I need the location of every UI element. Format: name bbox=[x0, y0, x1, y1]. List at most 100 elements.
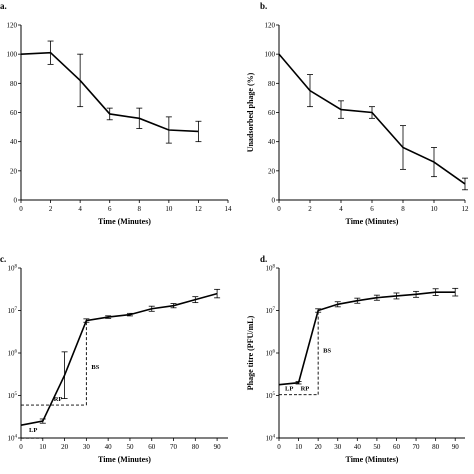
rp-label: RP bbox=[301, 386, 310, 393]
panel-label: a. bbox=[0, 1, 7, 11]
panel-label: b. bbox=[260, 1, 267, 11]
x-axis-title: Time (Minutes) bbox=[98, 217, 151, 226]
x-tick-label: 12 bbox=[462, 205, 470, 213]
y-tick-label: 107 bbox=[266, 307, 276, 315]
x-tick-label: 6 bbox=[370, 205, 374, 213]
y-tick-label: 100 bbox=[7, 51, 18, 59]
series-line bbox=[278, 53, 466, 185]
y-tick-label: 106 bbox=[8, 350, 18, 358]
x-tick-label: 60 bbox=[393, 443, 401, 451]
x-tick-label: 10 bbox=[39, 443, 47, 451]
chart-panel-d: d. 0 10 20 30 40 50 60 70 80 90 104 105 106 107 108 Time… bbox=[246, 254, 465, 464]
y-tick-label: 20 bbox=[268, 167, 276, 175]
y-tick-label: 106 bbox=[266, 350, 276, 358]
y-tick-label: 104 bbox=[266, 435, 276, 443]
y-tick-label: 105 bbox=[8, 392, 18, 400]
x-axis-title: Time (Minutes) bbox=[346, 455, 399, 464]
x-tick-label: 10 bbox=[431, 205, 439, 213]
x-tick-label: 20 bbox=[315, 443, 323, 451]
series-line bbox=[278, 291, 456, 386]
x-tick-label: 80 bbox=[432, 443, 440, 451]
y-tick-label: 108 bbox=[266, 265, 276, 273]
growth-annotations: LP RP BS bbox=[279, 310, 331, 396]
error-bar bbox=[47, 40, 54, 65]
x-tick-label: 4 bbox=[339, 205, 343, 213]
x-axis-title: Time (Minutes) bbox=[98, 455, 151, 464]
x-tick-label: 4 bbox=[78, 205, 82, 213]
x-tick-label: 10 bbox=[295, 443, 303, 451]
x-tick-label: 14 bbox=[225, 205, 233, 213]
panel-label: c. bbox=[0, 254, 6, 264]
x-tick-label: 0 bbox=[277, 205, 281, 213]
x-tick-label: 70 bbox=[413, 443, 421, 451]
y-axis-title: Unadsorbed phage (%) bbox=[246, 72, 255, 152]
y-tick-label: 60 bbox=[10, 109, 18, 117]
panel-label: d. bbox=[260, 254, 267, 264]
error-bar bbox=[431, 147, 437, 178]
x-tick-label: 6 bbox=[108, 205, 112, 213]
error-bar bbox=[400, 125, 406, 170]
x-tick-label: 30 bbox=[334, 443, 342, 451]
x-tick-label: 0 bbox=[19, 443, 23, 451]
chart-panel-c: c. 0 10 20 30 40 50 60 70 80 90 104 105 106 107 108 Time… bbox=[0, 254, 228, 464]
error-bar bbox=[432, 288, 439, 296]
x-tick-label: 90 bbox=[214, 443, 222, 451]
x-tick-label: 50 bbox=[126, 443, 134, 451]
y-tick-label: 105 bbox=[266, 392, 276, 400]
x-tick-label: 30 bbox=[83, 443, 91, 451]
x-tick-label: 0 bbox=[19, 205, 23, 213]
y-tick-label: 100 bbox=[265, 51, 276, 59]
error-bar bbox=[462, 177, 468, 191]
error-bar bbox=[373, 294, 380, 301]
error-bar bbox=[106, 107, 113, 121]
rp-label: RP bbox=[54, 396, 63, 403]
y-tick-label: 80 bbox=[10, 80, 18, 88]
error-bar bbox=[77, 53, 84, 108]
y-tick-label: 80 bbox=[268, 80, 276, 88]
error-bar bbox=[192, 296, 199, 304]
error-bar bbox=[338, 100, 344, 119]
x-tick-label: 40 bbox=[354, 443, 362, 451]
error-bar bbox=[393, 292, 400, 300]
error-bar bbox=[105, 315, 112, 319]
y-tick-label: 40 bbox=[10, 138, 18, 146]
error-bar bbox=[61, 351, 68, 399]
error-bar bbox=[369, 106, 375, 119]
error-bar bbox=[354, 297, 361, 304]
y-axis-title: Phage titre (PFU/mL) bbox=[246, 315, 255, 390]
x-tick-label: 90 bbox=[452, 443, 460, 451]
x-tick-label: 50 bbox=[373, 443, 381, 451]
lp-label: LP bbox=[285, 386, 293, 393]
x-tick-label: 12 bbox=[195, 205, 203, 213]
x-tick-label: 80 bbox=[192, 443, 200, 451]
bs-label: BS bbox=[91, 364, 99, 371]
x-tick-label: 40 bbox=[105, 443, 113, 451]
y-tick-label: 120 bbox=[7, 22, 18, 30]
x-tick-label: 2 bbox=[308, 205, 312, 213]
x-tick-label: 10 bbox=[165, 205, 173, 213]
error-bar bbox=[39, 418, 46, 424]
x-tick-label: 60 bbox=[148, 443, 156, 451]
x-tick-label: 0 bbox=[277, 443, 281, 451]
error-bar bbox=[452, 287, 459, 297]
error-bar bbox=[165, 116, 172, 144]
error-bar bbox=[170, 303, 177, 309]
error-bar bbox=[214, 288, 221, 299]
x-tick-label: 70 bbox=[170, 443, 178, 451]
error-bar bbox=[307, 74, 313, 108]
y-tick-label: 20 bbox=[10, 167, 18, 175]
chart-panel-a: a. 0 2 4 6 8 10 12 14 0 20 40 60 80 100 120 Time (Minute… bbox=[0, 1, 232, 226]
y-tick-label: 107 bbox=[8, 307, 18, 315]
x-tick-label: 8 bbox=[401, 205, 405, 213]
y-tick-label: 120 bbox=[265, 22, 276, 30]
x-axis-title: Time (Minutes) bbox=[346, 217, 399, 226]
growth-annotations: LP RP BS bbox=[21, 320, 100, 439]
error-bar bbox=[195, 120, 202, 143]
y-tick-label: 60 bbox=[268, 109, 276, 117]
y-tick-label: 108 bbox=[8, 265, 18, 273]
error-bar bbox=[148, 305, 155, 312]
y-tick-label: 0 bbox=[14, 197, 18, 205]
y-tick-label: 104 bbox=[8, 435, 18, 443]
